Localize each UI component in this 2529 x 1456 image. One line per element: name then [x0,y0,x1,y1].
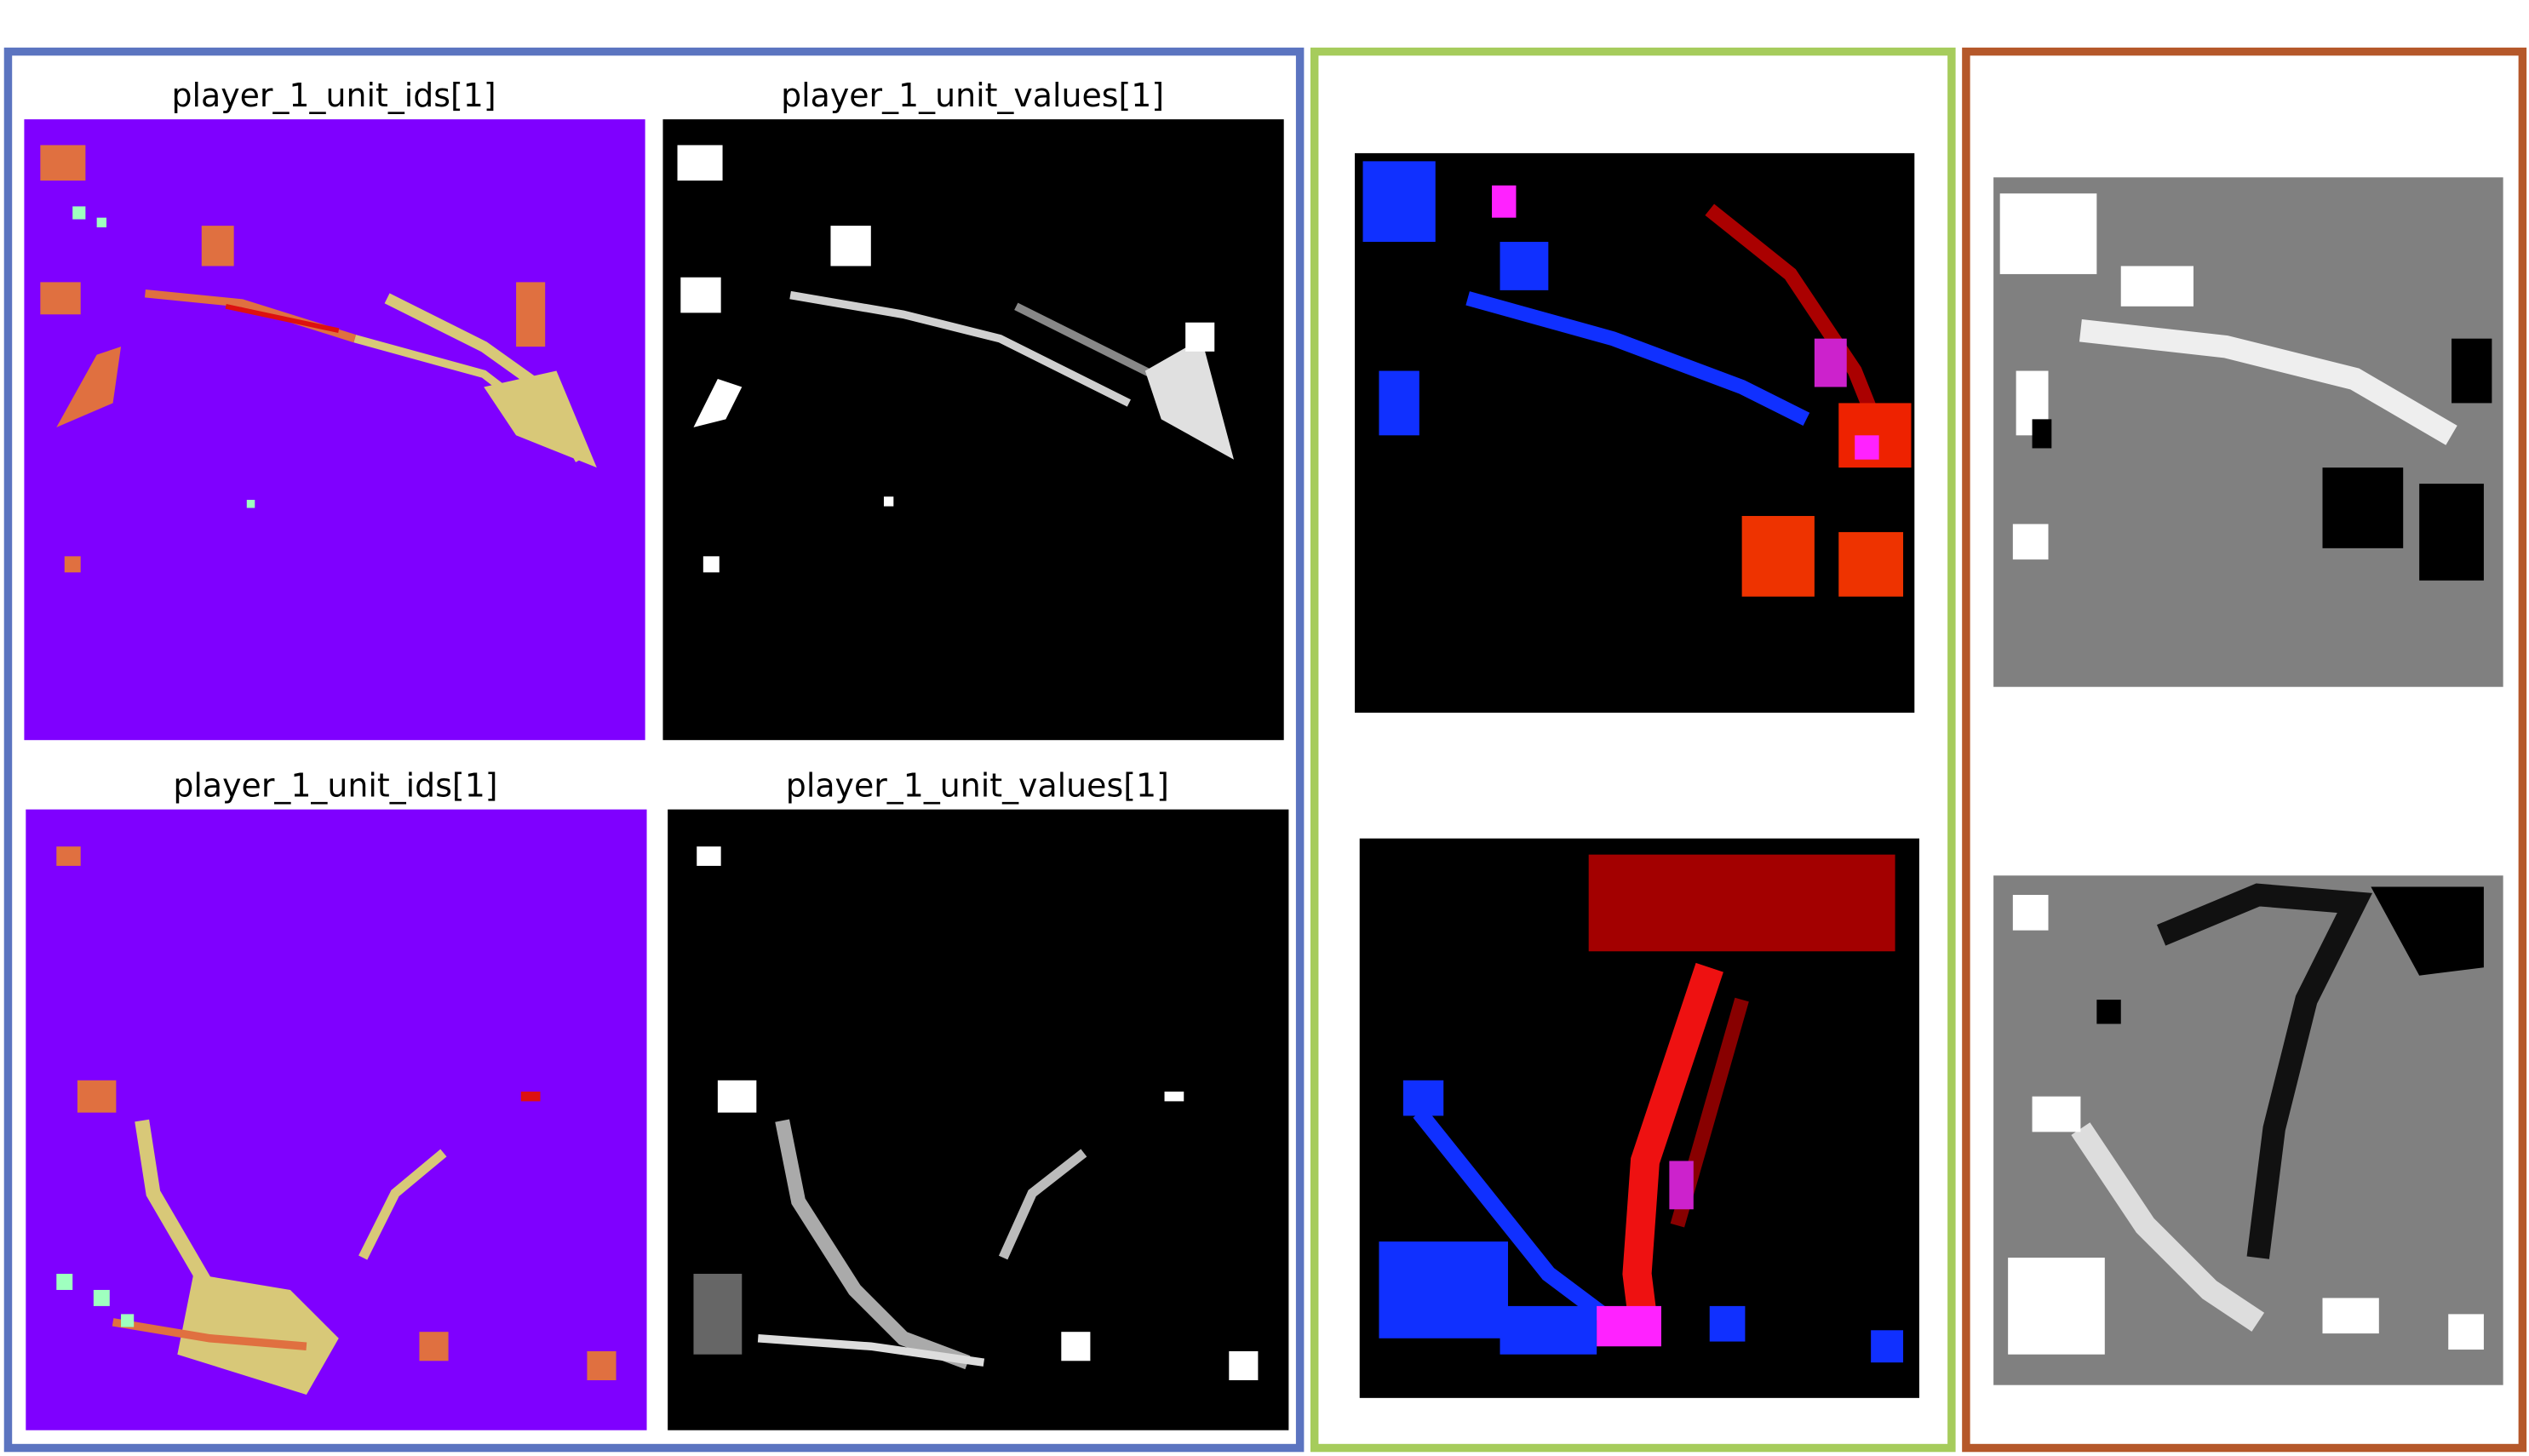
panel-title: player_1_unit_values[1] [781,77,1164,114]
group-frame [3,47,1305,1453]
activation-image [1355,152,1915,714]
panel-title: player_1_unit_ids[1] [173,766,497,804]
unit-values-image [662,119,1284,741]
group-frame [1310,47,1956,1453]
gradient-image [1993,177,2503,687]
group-frame [1962,47,2527,1453]
panel-title: player_1_unit_values[1] [786,766,1169,804]
gradient-image [1993,875,2503,1385]
activation-image [1359,838,1919,1398]
unit-values-image [668,809,1289,1430]
unit-ids-image [24,119,645,741]
unit-ids-image [26,809,647,1430]
panel-title: player_1_unit_ids[1] [171,77,496,114]
